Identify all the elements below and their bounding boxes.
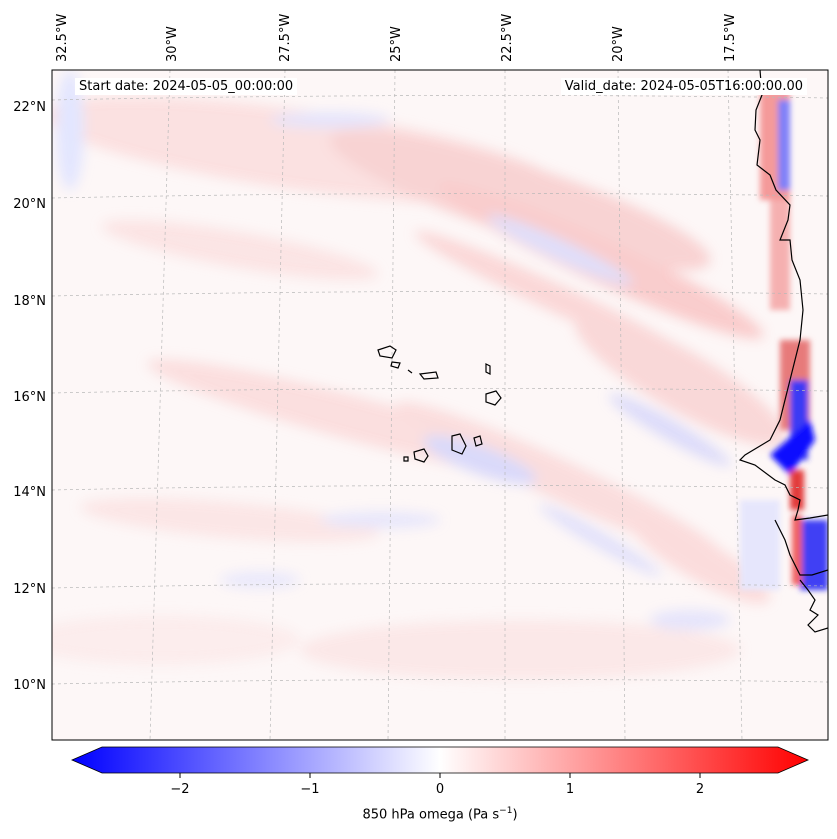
lat-label: 22°N	[13, 100, 46, 115]
colorbar-title-prefix: 850 hPa omega (Pa s	[362, 807, 500, 823]
lat-label: 18°N	[13, 294, 46, 309]
lon-label: 17.5°W	[723, 14, 738, 62]
colorbar-tick-label: −2	[170, 782, 189, 797]
colorbar-tick-label: 1	[566, 782, 574, 797]
valid-date-label: Valid_date: 2024-05-05T16:00:00.00	[560, 78, 807, 95]
lat-label: 14°N	[13, 485, 46, 500]
lat-label: 10°N	[13, 678, 46, 693]
cape-verde-islands	[377, 345, 502, 463]
colorbar-title-superscript: −1	[499, 806, 513, 816]
colorbar-title-suffix: )	[512, 807, 518, 823]
longitude-labels: 32.5°W 30°W 27.5°W 25°W 22.5°W 20°W 17.5…	[55, 14, 738, 62]
lon-label: 20°W	[611, 26, 626, 62]
map-frame	[51, 69, 829, 741]
colorbar-title: 850 hPa omega (Pa s−1)	[0, 806, 837, 822]
colorbar-tick-label: 0	[436, 782, 444, 797]
lon-label: 32.5°W	[55, 14, 70, 62]
lon-label: 25°W	[389, 26, 404, 62]
lon-label: 22.5°W	[500, 14, 515, 62]
lat-label: 12°N	[13, 582, 46, 597]
omega-field	[52, 70, 828, 740]
latitude-labels: 22°N 20°N 18°N 16°N 14°N 12°N 10°N	[13, 100, 46, 693]
start-date-label: Start date: 2024-05-05_00:00:00	[75, 78, 298, 95]
colorbar-body	[70, 746, 810, 774]
africa-coastline	[738, 70, 828, 521]
colorbar-tick-label: 2	[696, 782, 704, 797]
colorbar-tick-label: −1	[300, 782, 319, 797]
lon-label: 30°W	[165, 26, 180, 62]
lat-label: 20°N	[13, 197, 46, 212]
colorbar-ticks: −2 −1 0 1 2	[170, 773, 704, 797]
colorbar: −2 −1 0 1 2	[70, 746, 810, 797]
graticule	[52, 70, 828, 740]
lon-label: 27.5°W	[278, 14, 293, 62]
lat-label: 16°N	[13, 390, 46, 405]
